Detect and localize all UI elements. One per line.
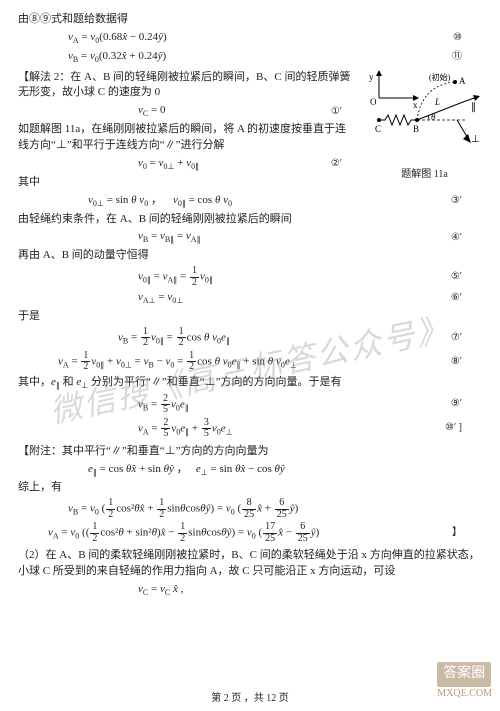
eq-4p: vB = vB∥ = vA∥ ④′	[18, 229, 482, 246]
eq-9p-expr: vB = 25v0e∥	[138, 394, 189, 416]
O-label: O	[370, 97, 377, 107]
eq-8p-num: ⑧′	[451, 355, 482, 370]
para5: 其中，e∥ 和 e⊥ 分别为平行“∥”和垂直“⊥”方向的方向向量。于是有	[18, 375, 482, 392]
diagram-11a: y x O C B A (初始) L θ ∥ ⊥ 题解图 11a	[367, 70, 482, 180]
appendix-eq-expr: e∥ = cos θx̂ + sin θŷ ， e⊥ = sin θx̂ − c…	[88, 462, 285, 479]
eq-8p: vA = 12v0∥ + v0⊥ = vB − v0 = 12cos θ v0e…	[18, 351, 482, 373]
page-footer: 第 2 页 ，共 12 页	[0, 692, 500, 707]
init-label: (初始)	[429, 72, 451, 82]
A-label: A	[459, 76, 466, 86]
par-label: ∥	[471, 102, 476, 113]
eq-7p-expr: vB = 12v0∥ = 12cos θ v0e∥	[118, 327, 230, 349]
eq-5p-num: ⑤′	[451, 270, 482, 285]
para4: 再由 A、B 间的动量守恒得	[18, 248, 482, 264]
C-label: C	[375, 124, 381, 134]
appendix-eq: e∥ = cos θx̂ + sin θŷ ， e⊥ = sin θx̂ − c…	[18, 462, 482, 479]
eq-10p-num: ⑩′ ]	[445, 421, 482, 436]
zongshang: 综上，有	[18, 480, 482, 496]
va-final: vA = v0 ((12cos²θ + sin²θ)x̂ − 12sinθcos…	[18, 522, 482, 544]
appendix-title: 【附注：其中平行“∥”和垂直“⊥”方向的方向向量为	[18, 444, 482, 460]
eq-4p-num: ④′	[451, 231, 482, 246]
vc-eq: vC = vC x̂ ,	[18, 582, 482, 599]
intro-text: 由⑧⑨式和题给数据得	[18, 12, 482, 28]
y-label: y	[369, 72, 374, 82]
eq-5p: v0∥ = vA∥ = 12v0∥ ⑤′	[18, 266, 482, 288]
close-bracket: 】	[452, 526, 482, 541]
eq-1p-expr: vC = 0	[138, 103, 165, 120]
eq-10p: vA = 25v0e∥ + 35v0e⊥ ⑩′ ]	[18, 418, 482, 440]
eq-7p: vB = 12v0∥ = 12cos θ v0e∥ ⑦′	[18, 327, 482, 349]
perp-label: ⊥	[471, 134, 480, 145]
eq-9p: vB = 25v0e∥ ⑨′	[18, 394, 482, 416]
stamp-text1: 答案圈	[437, 662, 491, 686]
x-label: x	[413, 100, 418, 110]
eq-6p: vA⊥ = v0⊥ ⑥′	[18, 290, 482, 307]
eq-5p-expr: v0∥ = vA∥ = 12v0∥	[138, 266, 213, 288]
diagram-svg: y x O C B A (初始) L θ ∥ ⊥	[367, 70, 482, 160]
eq-10-expr: vA = v0(0.68x̂ − 0.24ŷ)	[68, 30, 167, 47]
eq-6p-expr: vA⊥ = v0⊥	[138, 290, 183, 307]
B-label: B	[413, 124, 419, 134]
eq-6p-num: ⑥′	[451, 291, 482, 306]
part2-text: （2）在 A、B 间的柔软轻绳刚刚被拉紧时，B、C 间的柔软轻绳处于沿 x 方向…	[18, 548, 482, 580]
eq-10-num: ⑩	[453, 31, 482, 46]
vb-final: vB = v0 (12cos²θx̂ + 12sinθcosθŷ) = v0 (…	[18, 498, 482, 520]
diagram-caption: 题解图 11a	[367, 168, 482, 183]
eq-3p: v0⊥ = sin θ v0 ， v0∥ = cos θ v0 ③′	[18, 193, 482, 210]
eq-10: vA = v0(0.68x̂ − 0.24ŷ) ⑩	[18, 30, 482, 47]
eq-3p-expr: v0⊥ = sin θ v0 ， v0∥ = cos θ v0	[88, 193, 232, 210]
eq-8p-expr: vA = 12v0∥ + v0⊥ = vB − v0 = 12cos θ v0e…	[58, 351, 297, 373]
eq-11-num: ⑪	[452, 50, 482, 65]
yushi: 于是	[18, 309, 482, 325]
para3: 由轻绳约束条件，在 A、B 间的轻绳刚刚被拉紧后的瞬间	[18, 212, 482, 228]
eq-10p-expr: vA = 25v0e∥ + 35v0e⊥	[138, 418, 233, 440]
eq-2p-expr: v0 = v0⊥ + v0∥	[138, 156, 199, 173]
eq-9p-num: ⑨′	[451, 397, 482, 412]
vb-final-expr: vB = v0 (12cos²θx̂ + 12sinθcosθŷ) = v0 (…	[68, 498, 298, 520]
eq-11-expr: vB = v0(0.32x̂ + 0.24ŷ)	[68, 49, 166, 66]
vc-eq-expr: vC = vC x̂ ,	[138, 582, 183, 599]
eq-7p-num: ⑦′	[451, 331, 482, 346]
eq-4p-expr: vB = vB∥ = vA∥	[138, 229, 201, 246]
L-label: L	[434, 97, 440, 107]
eq-3p-num: ③′	[451, 194, 482, 209]
va-final-expr: vA = v0 ((12cos²θ + sin²θ)x̂ − 12sinθcos…	[48, 522, 319, 544]
eq-11: vB = v0(0.32x̂ + 0.24ŷ) ⑪	[18, 49, 482, 66]
theta-label: θ	[431, 112, 436, 122]
